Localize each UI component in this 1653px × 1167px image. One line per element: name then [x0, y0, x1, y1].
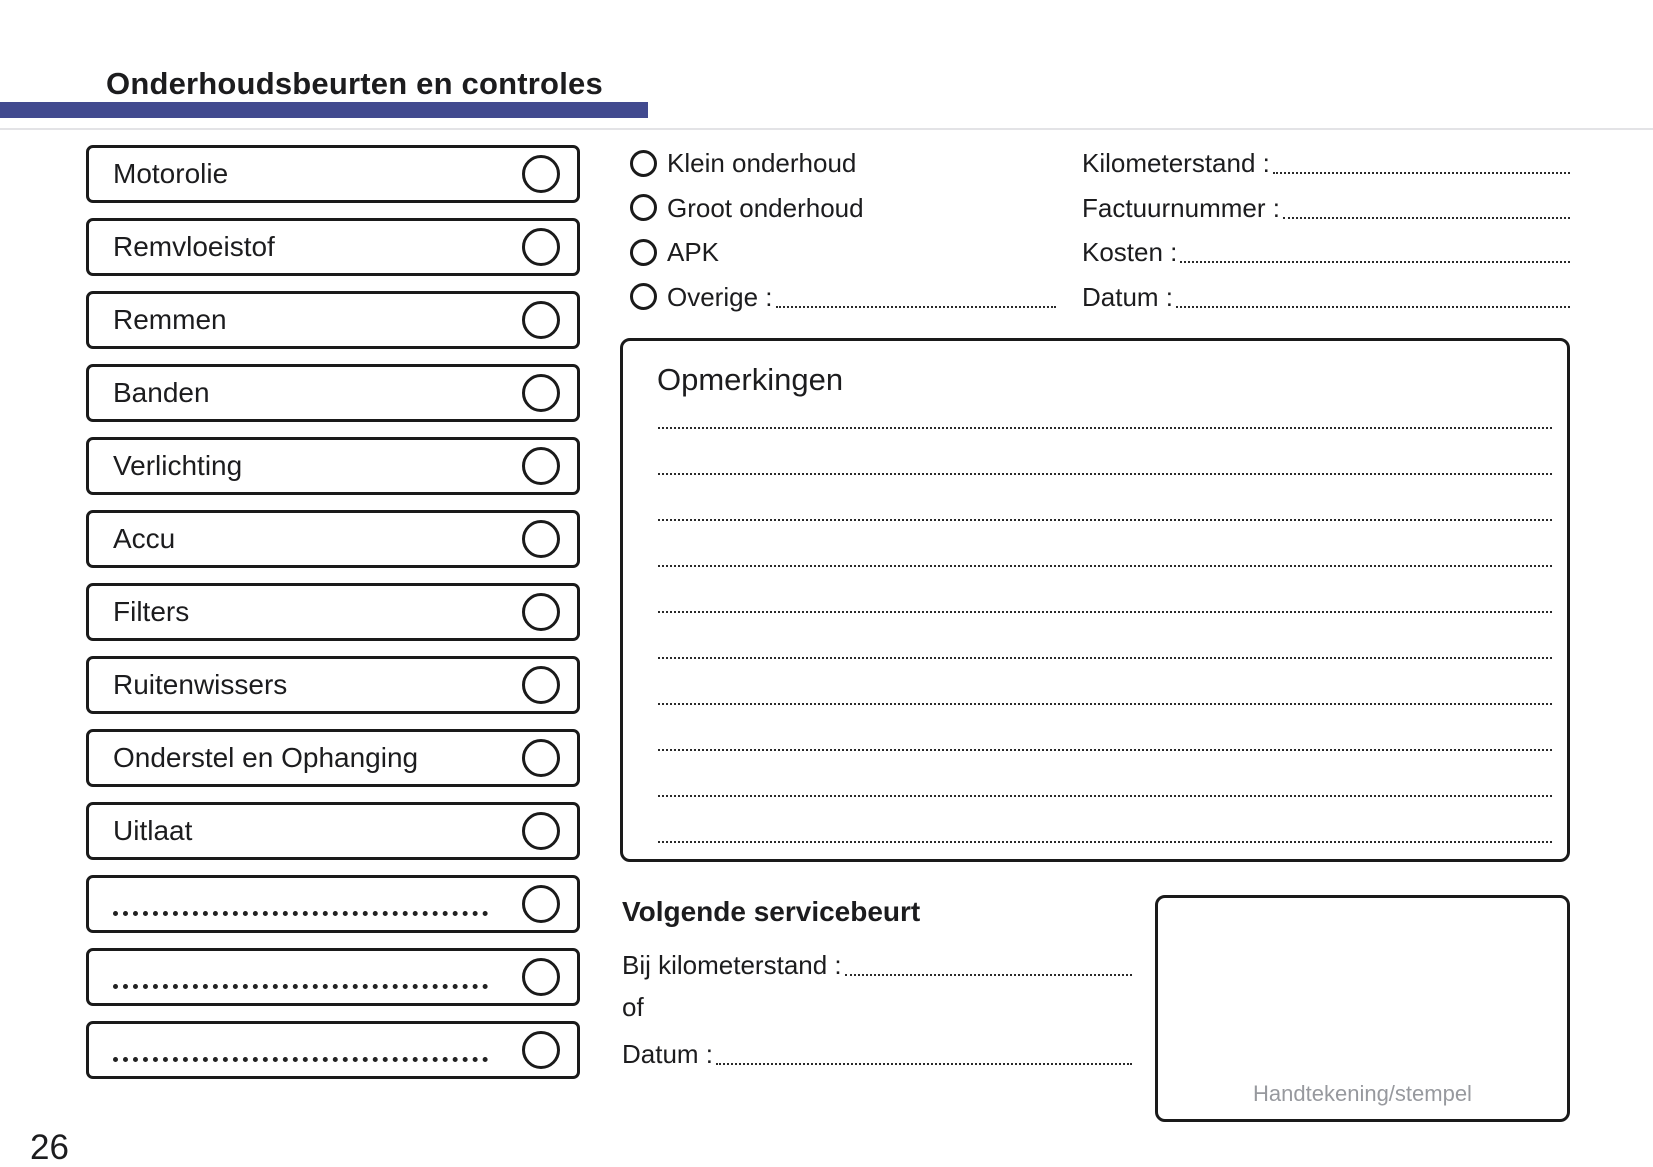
dotted-fill-line[interactable] — [113, 983, 488, 989]
check-circle[interactable] — [522, 155, 560, 193]
field-label: Kilometerstand : — [1082, 148, 1270, 179]
remarks-line[interactable] — [658, 475, 1552, 521]
checklist-row: Accu — [86, 510, 580, 568]
field-kilometerstand: Kilometerstand : — [1082, 141, 1570, 186]
checklist-row: Remvloeistof — [86, 218, 580, 276]
field-label: Kosten : — [1082, 237, 1178, 268]
divider-line — [0, 128, 1653, 130]
page-number: 26 — [30, 1128, 69, 1167]
remarks-line[interactable] — [658, 751, 1552, 797]
check-circle[interactable] — [522, 374, 560, 412]
next-service-km-label: Bij kilometerstand : — [622, 949, 842, 980]
service-type-label: APK — [667, 237, 720, 268]
invoice-field-group: Kilometerstand : Factuurnummer : Kosten … — [1082, 141, 1570, 319]
remarks-line[interactable] — [658, 659, 1552, 705]
remarks-line[interactable] — [658, 395, 1552, 429]
check-circle[interactable] — [522, 593, 560, 631]
dotted-fill-line[interactable] — [113, 1056, 488, 1062]
field-fill-line[interactable] — [1282, 216, 1570, 219]
field-label: Datum : — [1082, 281, 1174, 312]
field-fill-line[interactable] — [1180, 261, 1570, 264]
other-fill-line[interactable] — [775, 305, 1056, 308]
radio-circle[interactable] — [630, 149, 657, 177]
check-circle[interactable] — [522, 447, 560, 485]
field-kosten: Kosten : — [1082, 230, 1570, 275]
remarks-line[interactable] — [658, 521, 1552, 567]
check-circle[interactable] — [522, 301, 560, 339]
check-circle[interactable] — [522, 228, 560, 266]
checklist-label: Filters — [113, 596, 190, 627]
check-circle[interactable] — [522, 666, 560, 704]
field-fill-line[interactable] — [1176, 305, 1570, 308]
radio-circle[interactable] — [630, 194, 657, 222]
field-label: Factuurnummer : — [1082, 192, 1280, 223]
checklist-label: Remmen — [113, 304, 227, 335]
field-fill-line[interactable] — [1272, 172, 1570, 175]
service-type-option: Klein onderhoud — [630, 141, 1056, 186]
field-datum: Datum : — [1082, 275, 1570, 320]
checklist-label: Remvloeistof — [113, 231, 275, 262]
next-service-km-row: Bij kilometerstand : — [622, 948, 1132, 981]
remarks-line[interactable] — [658, 705, 1552, 751]
next-service-title: Volgende servicebeurt — [622, 896, 921, 927]
next-service-km-fill-line[interactable] — [844, 973, 1132, 976]
next-service-date-fill-line[interactable] — [716, 1062, 1132, 1065]
radio-circle[interactable] — [630, 283, 657, 311]
checklist-row: Banden — [86, 364, 580, 422]
next-service-date-label: Datum : — [622, 1038, 714, 1069]
dotted-fill-line[interactable] — [113, 910, 488, 916]
signature-box[interactable]: Handtekening/stempel — [1155, 895, 1570, 1122]
checklist-label: Onderstel en Ophanging — [113, 742, 419, 773]
remarks-line[interactable] — [658, 613, 1552, 659]
service-type-option: Groot onderhoud — [630, 186, 1056, 231]
checklist-row: Remmen — [86, 291, 580, 349]
checklist-row-blank — [86, 948, 580, 1006]
checklist-row: Ruitenwissers — [86, 656, 580, 714]
service-type-label: Klein onderhoud — [667, 148, 857, 179]
checklist-row-blank — [86, 1021, 580, 1079]
checklist-row: Motorolie — [86, 145, 580, 203]
service-type-option-other: Overige : — [630, 275, 1056, 320]
next-service-or-label: of — [622, 992, 644, 1022]
checklist-row: Onderstel en Ophanging — [86, 729, 580, 787]
signature-placeholder: Handtekening/stempel — [1253, 1081, 1472, 1106]
checklist-row: Filters — [86, 583, 580, 641]
check-circle[interactable] — [522, 739, 560, 777]
checklist-label: Verlichting — [113, 450, 243, 481]
checklist-row-blank — [86, 875, 580, 933]
page-title: Onderhoudsbeurten en controles — [106, 66, 603, 101]
remarks-line[interactable] — [658, 429, 1552, 475]
check-circle[interactable] — [522, 958, 560, 996]
check-circle[interactable] — [522, 1031, 560, 1069]
checklist-row: Uitlaat — [86, 802, 580, 860]
service-type-group: Klein onderhoud Groot onderhoud APK Over… — [630, 141, 1056, 319]
remarks-title: Opmerkingen — [657, 362, 844, 397]
check-circle[interactable] — [522, 885, 560, 923]
checklist-label: Accu — [113, 523, 176, 554]
remarks-line[interactable] — [658, 797, 1552, 843]
radio-circle[interactable] — [630, 238, 657, 266]
field-factuurnummer: Factuurnummer : — [1082, 186, 1570, 231]
service-type-option: APK — [630, 230, 1056, 275]
accent-bar — [0, 102, 648, 118]
service-type-label: Overige : — [667, 281, 773, 312]
check-circle[interactable] — [522, 812, 560, 850]
check-circle[interactable] — [522, 520, 560, 558]
service-type-label: Groot onderhoud — [667, 192, 864, 223]
checklist-row: Verlichting — [86, 437, 580, 495]
checklist-label: Uitlaat — [113, 815, 193, 846]
remarks-lines — [658, 395, 1552, 843]
checklist-label: Banden — [113, 377, 210, 408]
next-service-date-row: Datum : — [622, 1037, 1132, 1070]
remarks-box: Opmerkingen — [620, 338, 1570, 862]
checklist-label: Motorolie — [113, 158, 229, 189]
remarks-line[interactable] — [658, 567, 1552, 613]
checklist-label: Ruitenwissers — [113, 669, 288, 700]
